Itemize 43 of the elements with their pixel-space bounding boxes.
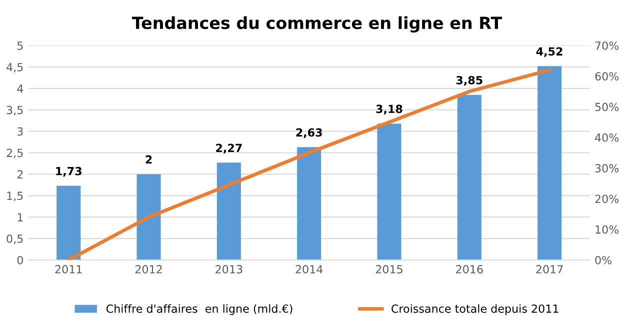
bar: [216, 162, 241, 260]
y-tick-label: 1: [18, 213, 23, 222]
data-label: 4,52: [536, 47, 562, 58]
y-tick-label: 3: [17, 127, 23, 136]
x-tick-label: 2014: [296, 265, 323, 274]
y-tick-label: 2,5: [6, 148, 23, 158]
x-tick-label: 2017: [536, 265, 563, 274]
y-tick-label: 2: [17, 170, 23, 178]
x-tick-label: 2015: [376, 265, 402, 274]
data-label: 2,63: [296, 128, 322, 138]
y2-tick-label: 20%: [595, 194, 619, 204]
legend-label: Chiffre d'affaires en ligne (mld.€): [106, 304, 292, 315]
y-tick-label: 5: [17, 42, 23, 50]
y2-tick-label: 30%: [595, 164, 619, 172]
x-tick-label: 2016: [456, 265, 483, 274]
y2-tick-label: 60%: [595, 72, 619, 81]
y-tick-label: 4: [17, 84, 24, 93]
y2-tick-label: 40%: [595, 133, 619, 142]
chart-title: Tendances du commerce en ligne en RT: [132, 16, 502, 33]
bar: [297, 147, 322, 260]
data-label: 2: [146, 155, 152, 164]
y-tick-label: 4,5: [6, 63, 23, 72]
y2-tick-label: 70%: [595, 41, 619, 50]
bar: [56, 186, 81, 260]
x-tick-label: 2011: [55, 265, 82, 274]
data-label: 3,85: [456, 76, 482, 86]
y-tick-label: 0: [17, 256, 23, 264]
bar: [538, 66, 562, 260]
y2-tick-label: 10%: [596, 225, 619, 234]
data-label: 2,27: [216, 144, 242, 154]
y-tick-label: 3,5: [6, 106, 23, 116]
legend-label: Croissance totale depuis 2011: [392, 304, 558, 315]
y-tick-label: 1,5: [7, 192, 23, 202]
x-tick-label: 2013: [216, 265, 242, 274]
y2-tick-label: 0%: [595, 256, 612, 264]
x-tick-label: 2012: [135, 265, 162, 274]
bar: [136, 174, 161, 260]
y-tick-label: 0,5: [6, 234, 23, 244]
data-label: 1,73: [56, 166, 82, 177]
bar: [457, 94, 482, 260]
data-label: 3,18: [376, 104, 402, 115]
bar: [377, 124, 402, 260]
y2-tick-label: 50%: [595, 102, 619, 112]
